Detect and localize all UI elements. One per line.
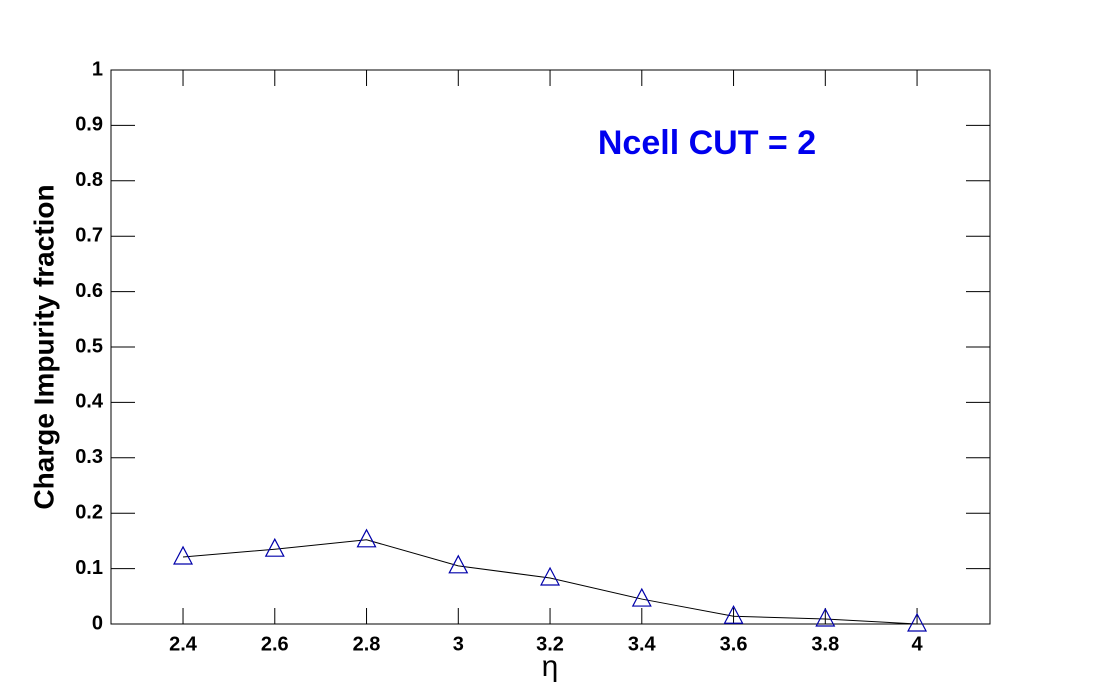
x-tick-label: 4 [911,633,923,655]
x-tick-label: 3 [453,633,464,655]
y-tick-label: 0.1 [75,557,103,579]
y-tick-label: 0.7 [75,224,103,246]
y-axis-label: Charge Impurity fraction [28,184,59,509]
x-tick-label: 2.8 [353,633,381,655]
marker [264,537,285,557]
marker [815,607,836,627]
y-tick-label: 0.3 [75,446,103,468]
y-tick-label: 0.2 [75,501,103,523]
annotation: Ncell CUT = 2 [598,124,816,162]
y-tick-label: 0.8 [75,169,103,191]
x-tick-label: 2.6 [261,633,289,655]
x-tick-label: 3.2 [536,633,564,655]
x-axis-label: η [542,650,559,683]
plot-frame [110,69,991,625]
y-tick-label: 0 [92,612,103,634]
x-tick-label: 2.4 [169,633,198,655]
marker [356,528,377,548]
x-tick-label: 3.8 [811,633,839,655]
marker [907,612,928,632]
x-tick-label: 3.4 [628,633,657,655]
marker [173,545,194,565]
marker [448,554,469,574]
y-tick-label: 0.6 [75,280,103,302]
marker [540,566,561,586]
marker [631,587,652,607]
series-line [182,539,918,625]
y-tick-label: 0.4 [75,391,104,413]
y-tick-label: 0.9 [75,114,103,136]
y-tick-label: 1 [92,58,103,80]
y-tick-label: 0.5 [75,335,103,357]
x-tick-label: 3.6 [720,633,748,655]
marker [723,604,744,624]
